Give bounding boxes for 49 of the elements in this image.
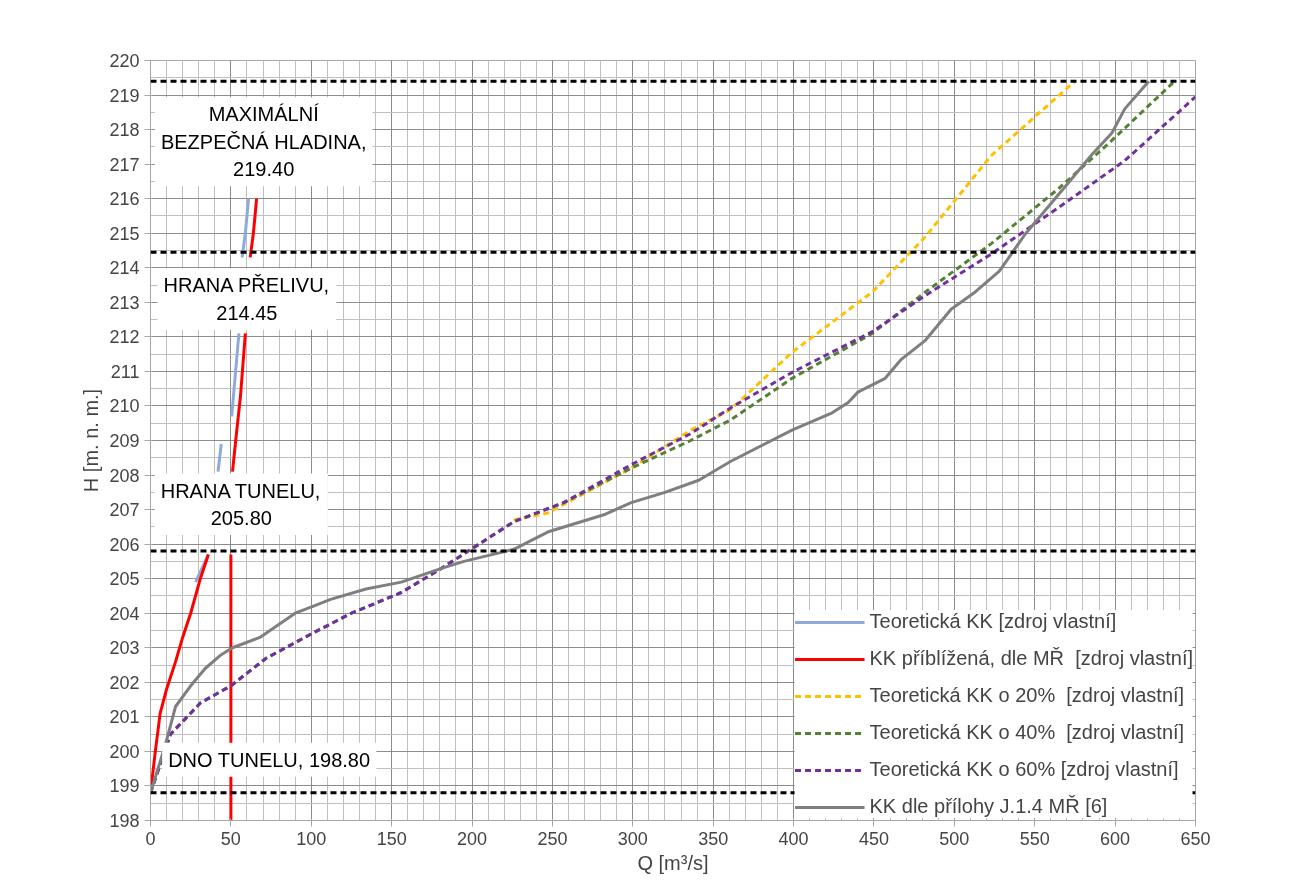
legend-label: KK dle přílohy J.1.4 MŘ [6] [869, 795, 1108, 818]
legend-label: KK příblížená, dle MŘ [zdroj vlastní] [869, 647, 1193, 670]
x-tick-label: 200 [457, 828, 488, 849]
y-tick-label: 216 [109, 189, 140, 210]
x-tick-label: 450 [858, 828, 889, 849]
legend-label: Teoretická KK [zdroj vlastní] [869, 610, 1117, 633]
y-tick-label: 220 [109, 51, 140, 71]
x-axis-title: Q [m³/s] [637, 851, 709, 874]
y-tick-label: 205 [109, 569, 140, 590]
x-tick-label: 100 [296, 828, 327, 849]
y-tick-label: 209 [109, 431, 140, 451]
y-tick-label: 201 [109, 707, 140, 728]
legend-label: Teoretická KK o 60% [zdroj vlastní] [869, 758, 1179, 781]
y-tick-label: 206 [109, 534, 140, 555]
legend-label: Teoretická KK o 20% [zdroj vlastní] [869, 684, 1185, 707]
y-tick-label: 217 [109, 154, 140, 175]
y-tick-label: 200 [109, 741, 140, 762]
x-tick-label: 500 [939, 828, 970, 849]
y-tick-label: 210 [109, 396, 140, 417]
x-tick-label: 50 [220, 828, 241, 849]
x-tick-label: 600 [1100, 828, 1131, 849]
y-tick-label: 212 [109, 327, 140, 348]
y-tick-label: 213 [109, 292, 140, 313]
x-tick-label: 650 [1180, 828, 1211, 849]
x-tick-label: 550 [1019, 828, 1050, 849]
y-axis-title: H [m. n. m.] [80, 388, 103, 493]
y-tick-label: 218 [109, 120, 140, 141]
ref-line-label: DNO TUNELU, 198.80 [168, 748, 371, 771]
y-tick-label: 214 [109, 258, 140, 279]
y-tick-label: 198 [109, 811, 140, 831]
x-tick-label: 250 [537, 828, 568, 849]
y-tick-label: 208 [109, 465, 140, 486]
x-tick-label: 0 [145, 828, 156, 849]
ref-line-label: MAXIMÁLNÍ BEZPEČNÁ HLADINA, 219.40 [160, 103, 367, 181]
y-tick-label: 204 [109, 603, 140, 624]
y-tick-label: 202 [109, 672, 140, 693]
x-tick-label: 400 [778, 828, 809, 849]
y-tick-label: 203 [109, 638, 140, 659]
y-tick-label: 215 [109, 223, 140, 244]
ref-line-label: HRANA TUNELU, 205.80 [160, 479, 321, 530]
y-tick-label: 211 [110, 361, 140, 382]
legend-label: Teoretická KK o 40% [zdroj vlastní] [869, 721, 1185, 744]
x-tick-label: 300 [617, 828, 648, 849]
y-tick-label: 219 [109, 85, 140, 106]
ref-line-label: HRANA PŘELIVU, 214.45 [163, 274, 330, 324]
y-tick-label: 199 [109, 776, 140, 797]
x-tick-label: 350 [698, 828, 729, 849]
x-tick-label: 150 [376, 828, 407, 849]
y-tick-label: 207 [109, 500, 140, 521]
